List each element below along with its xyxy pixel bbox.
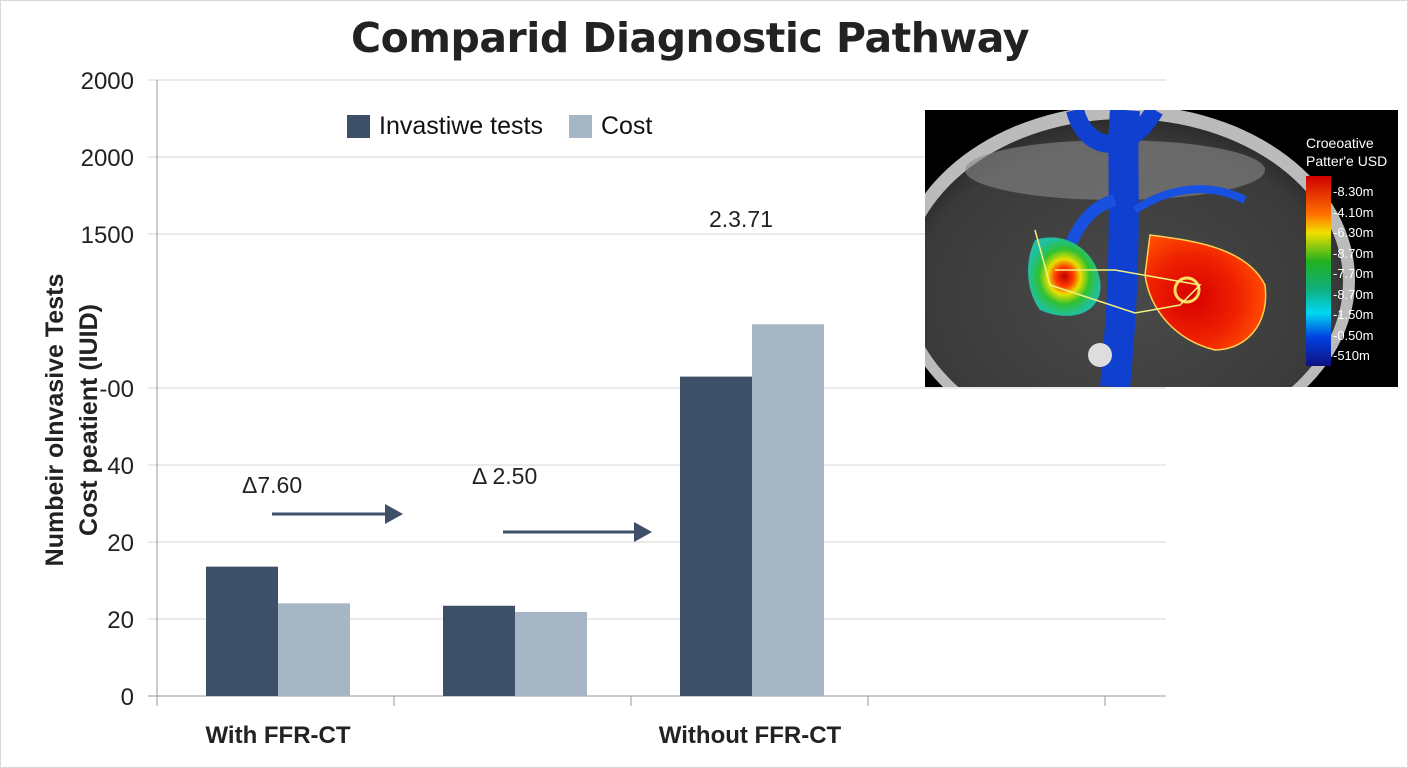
colorbar-label: -1.50m <box>1333 307 1374 322</box>
legend-label-invasive-tests: Invastiwe tests <box>379 112 543 140</box>
legend-label-cost: Cost <box>600 112 653 140</box>
ct-scan-picture <box>925 110 1355 387</box>
colorbar-label: -8.70m <box>1333 286 1374 302</box>
y-axis-label: Numbeir olnvasive Tests Cost peatient (I… <box>38 274 106 567</box>
legend-swatch-cost <box>568 115 592 138</box>
y-tick-label: 1500 <box>81 222 134 249</box>
y-tick-label: 20 <box>107 607 134 634</box>
bar-invasive-tests <box>680 376 752 696</box>
colorbar-label: -8.70m <box>1333 245 1374 261</box>
colorbar-title-line-2: Patter'e USD <box>1306 153 1388 169</box>
colorbar-label: -510m <box>1333 348 1370 363</box>
arrow-head-icon <box>634 522 652 542</box>
y-tick-label: -00 <box>99 376 134 403</box>
colorbar-label: -8.30m <box>1333 184 1374 199</box>
y-axis-label-line-1: Numbeir olnvasive Tests <box>41 273 69 567</box>
annotation-value: 2.3.71 <box>709 206 773 232</box>
arrow-head-icon <box>385 504 403 524</box>
colorbar-label: -6.30m <box>1333 225 1374 240</box>
y-tick-label: 2000 <box>81 68 134 95</box>
x-category-label-with-ffr-ct: With FFR-CT <box>205 722 351 749</box>
colorbar-title-line-1: Croeoative <box>1306 135 1374 151</box>
x-category-label-without-ffr-ct: Without FFR-CT <box>658 722 842 749</box>
legend-swatch-invasive-tests <box>347 115 370 138</box>
chart-title: Comparid Diagnostic Pathway <box>351 14 1029 62</box>
bar-cost <box>515 611 587 696</box>
y-tick-label: 40 <box>107 453 134 480</box>
y-tick-label: 0 <box>121 684 134 711</box>
y-tick-label: 2000 <box>81 145 134 172</box>
y-axis-label-line-2: Cost peatient (IUID) <box>75 304 103 536</box>
annotation-delta-1: Δ7.60 <box>242 472 303 498</box>
colorbar <box>1306 176 1331 366</box>
bar-cost <box>278 603 350 696</box>
colorbar-label: -4.10m <box>1333 204 1374 220</box>
y-tick-label: 20 <box>107 530 134 557</box>
bar-cost <box>752 324 824 696</box>
colorbar-title: Croeoative Patter'e USD <box>1306 134 1387 170</box>
bar-invasive-tests <box>443 605 515 696</box>
annotation-delta-2: Δ 2.50 <box>472 463 538 489</box>
colorbar-label: -0.50m <box>1333 327 1374 343</box>
ct-heatmap-inset-image <box>925 110 1398 387</box>
bar-invasive-tests <box>206 566 278 696</box>
colorbar-label: -7.70m <box>1333 266 1374 281</box>
legend: Invastiwe tests Cost <box>347 112 652 141</box>
